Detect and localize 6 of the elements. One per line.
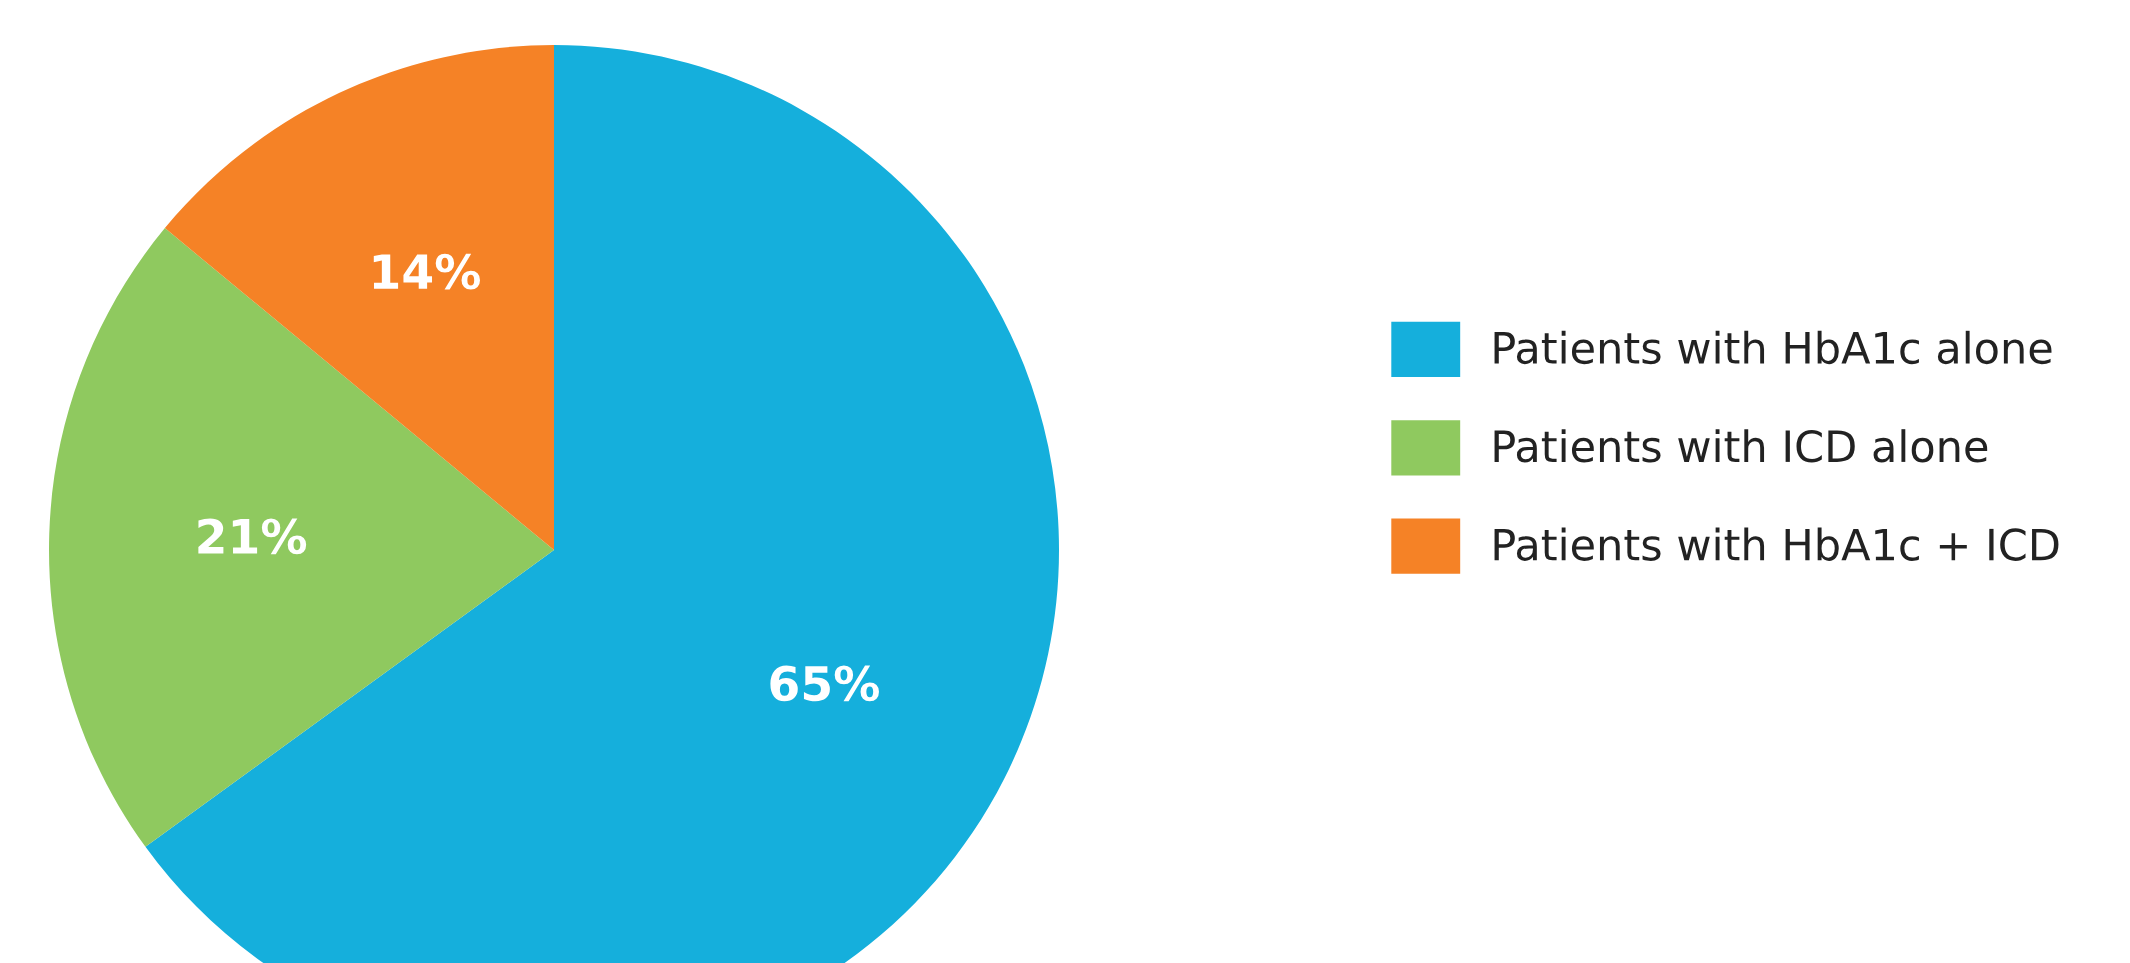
legend-label: Patients with ICD alone bbox=[1494, 429, 1988, 463]
legend-label: Patients with HbA1c alone bbox=[1494, 330, 2052, 365]
data-label: 65% bbox=[770, 665, 879, 702]
data-label: 14% bbox=[373, 253, 480, 290]
data-label: 21% bbox=[198, 518, 307, 555]
legend-label: Patients with HbA1c + ICD bbox=[1494, 527, 2059, 561]
